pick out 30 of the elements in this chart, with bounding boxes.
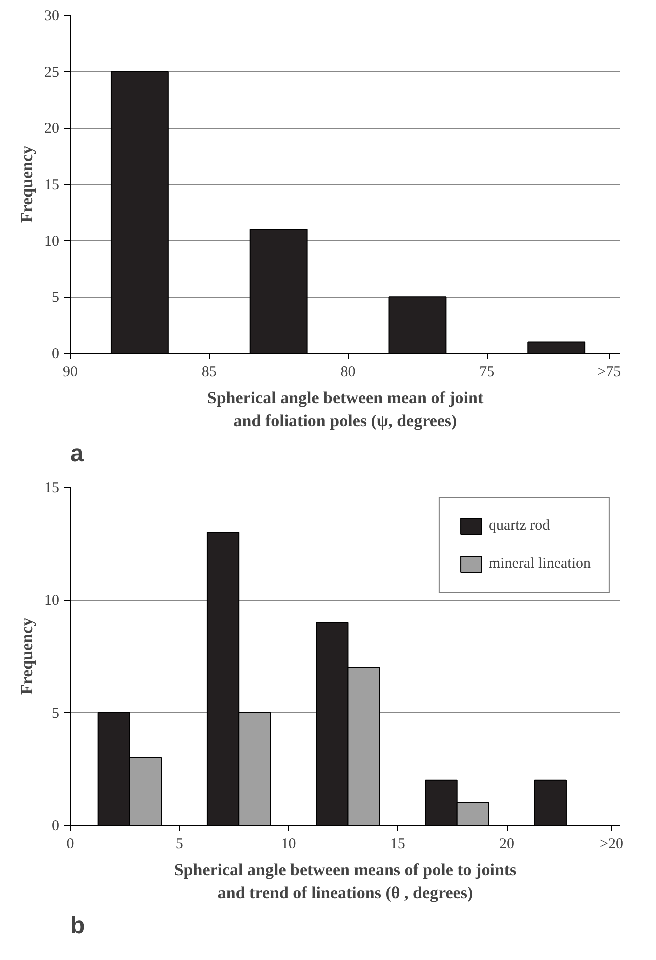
y-tick-label: 10 [44,234,60,250]
text: a [70,440,84,468]
y-tick-label: 10 [44,593,60,610]
x-axis-title: Spherical angle between mean of joint and foliation poles (ψ, degrees) [207,388,484,430]
y-tick-label: 5 [52,290,60,306]
legend-label: mineral lineation [488,556,591,572]
y-tick-label: 25 [44,64,60,81]
x-axis-title: Spherical angle between means of pole to joints and trend of lineations (θ , degrees) [174,860,518,902]
legend-label: quartz rod [488,518,550,534]
x-tick-label: 10 [281,836,296,852]
y-tick-label: 0 [52,818,60,834]
y-tick-label: 15 [44,178,60,194]
x-tick-label: 20 [500,836,515,852]
y-axis-title: Frequency [18,617,36,696]
x-tick-label: >20 [600,836,624,852]
x-tick-label: 0 [66,836,74,852]
x-tick-label: 80 [340,364,356,380]
x-tick-label: 85 [202,364,217,380]
x-tick-label: 15 [390,836,406,852]
y-tick-label: 15 [44,480,60,496]
y-tick-label: 5 [52,706,60,722]
x-tick-label: 90 [63,364,78,380]
x-tick-label: >75 [598,364,622,380]
y-tick-label: 30 [44,8,60,24]
text: b [70,912,86,940]
y-tick-label: 0 [52,346,60,362]
y-tick-label: 20 [44,121,60,138]
x-tick-label: 5 [176,836,184,852]
y-axis-title: Frequency [18,145,36,224]
x-tick-label: 75 [480,364,495,380]
